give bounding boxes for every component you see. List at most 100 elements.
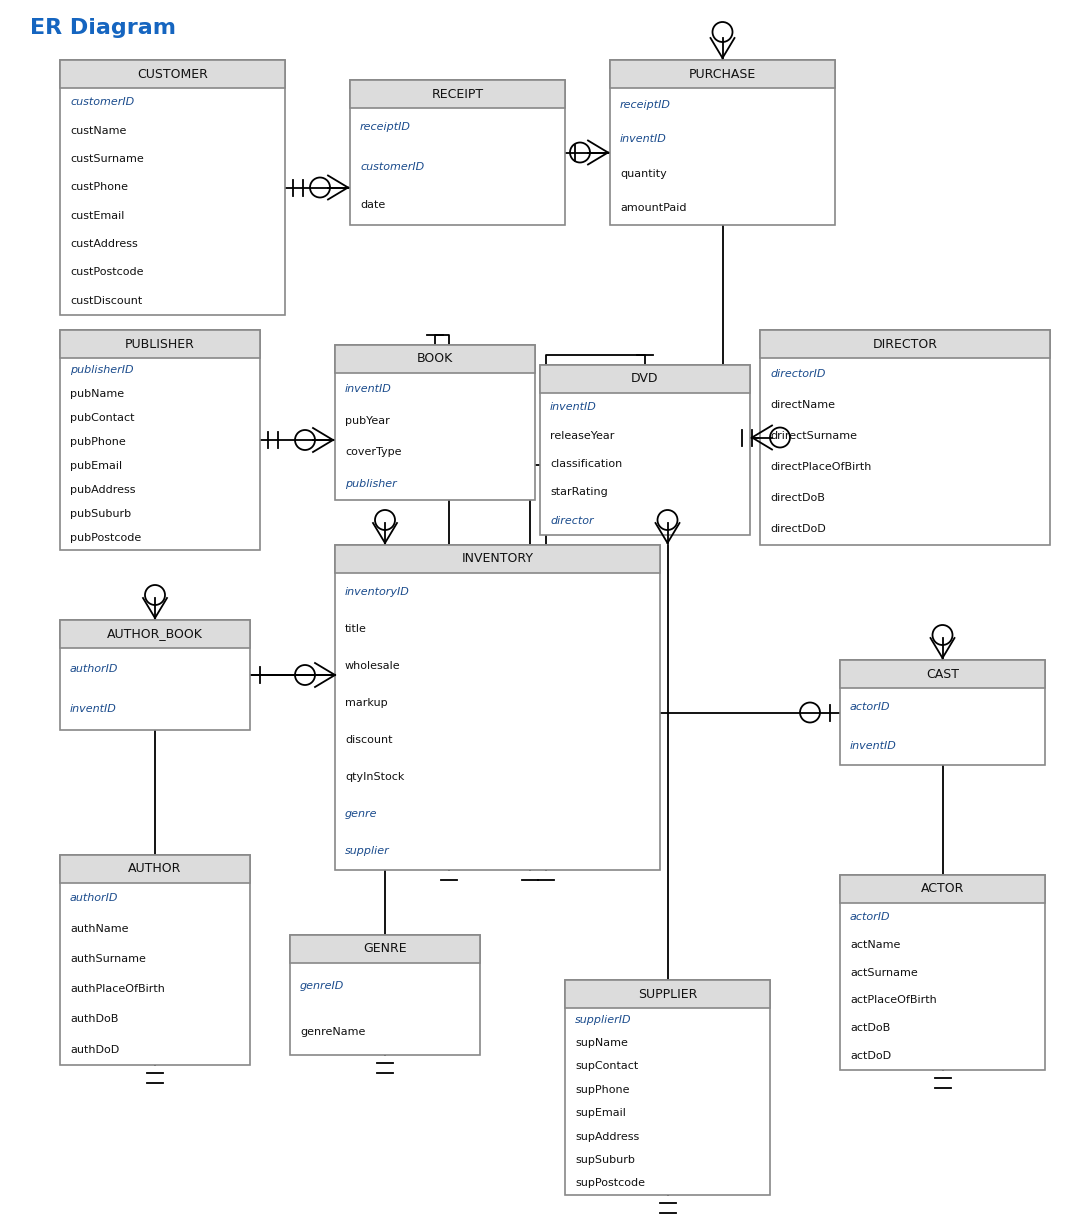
- Text: custPostcode: custPostcode: [70, 267, 143, 278]
- Text: actSurname: actSurname: [850, 968, 918, 978]
- Text: supEmail: supEmail: [575, 1108, 626, 1119]
- Bar: [760, 330, 1050, 357]
- Text: markup: markup: [345, 698, 387, 707]
- Text: genreID: genreID: [300, 980, 344, 991]
- Text: pubContact: pubContact: [70, 412, 134, 424]
- Text: BOOK: BOOK: [416, 353, 453, 366]
- Text: supName: supName: [575, 1038, 628, 1048]
- Text: SUPPLIER: SUPPLIER: [638, 988, 697, 1000]
- Bar: [350, 80, 565, 225]
- Bar: [335, 545, 660, 573]
- Text: actName: actName: [850, 940, 901, 950]
- Text: receiptID: receiptID: [620, 100, 671, 110]
- Text: ACTOR: ACTOR: [921, 883, 964, 896]
- Text: supPhone: supPhone: [575, 1084, 629, 1094]
- Text: directPlaceOfBirth: directPlaceOfBirth: [770, 463, 872, 472]
- Text: amountPaid: amountPaid: [620, 203, 686, 213]
- Text: actDoD: actDoD: [850, 1051, 891, 1061]
- Text: pubPostcode: pubPostcode: [70, 532, 141, 543]
- Text: pubYear: pubYear: [345, 416, 390, 426]
- Text: directDoB: directDoB: [770, 493, 825, 503]
- Text: inventID: inventID: [345, 384, 392, 394]
- Text: supAddress: supAddress: [575, 1131, 639, 1142]
- Text: custDiscount: custDiscount: [70, 296, 142, 306]
- Bar: [565, 980, 770, 1009]
- Text: supContact: supContact: [575, 1061, 638, 1071]
- Bar: [335, 545, 660, 870]
- Text: custName: custName: [70, 126, 126, 136]
- Text: drirectSurname: drirectSurname: [770, 431, 856, 441]
- Bar: [540, 365, 750, 393]
- Bar: [350, 80, 565, 108]
- Text: authName: authName: [70, 923, 128, 934]
- Bar: [291, 935, 480, 963]
- Text: CAST: CAST: [926, 667, 959, 681]
- Text: actorID: actorID: [850, 703, 891, 712]
- Text: supPostcode: supPostcode: [575, 1179, 645, 1189]
- Text: customerID: customerID: [70, 97, 134, 108]
- Bar: [610, 60, 835, 88]
- Bar: [840, 875, 1045, 1070]
- Text: authDoB: authDoB: [70, 1015, 118, 1024]
- Bar: [60, 330, 260, 550]
- Bar: [610, 60, 835, 225]
- Bar: [565, 980, 770, 1195]
- Bar: [60, 856, 250, 883]
- Text: DVD: DVD: [632, 372, 659, 386]
- Text: inventID: inventID: [70, 705, 117, 715]
- Text: classification: classification: [550, 459, 622, 469]
- Text: pubSuburb: pubSuburb: [70, 509, 131, 519]
- Bar: [335, 345, 535, 499]
- Bar: [840, 660, 1045, 688]
- Text: publisherID: publisherID: [70, 365, 133, 375]
- Text: pubAddress: pubAddress: [70, 485, 136, 494]
- Text: qtyInStock: qtyInStock: [345, 772, 405, 782]
- Text: RECEIPT: RECEIPT: [431, 87, 483, 100]
- Text: inventID: inventID: [550, 403, 597, 412]
- Text: authDoD: authDoD: [70, 1045, 119, 1055]
- Text: authorID: authorID: [70, 894, 118, 903]
- Text: title: title: [345, 624, 367, 634]
- Text: DIRECTOR: DIRECTOR: [873, 338, 937, 350]
- Text: inventID: inventID: [620, 135, 667, 144]
- Text: supSuburb: supSuburb: [575, 1155, 635, 1165]
- Text: publisher: publisher: [345, 479, 397, 490]
- Text: inventoryID: inventoryID: [345, 586, 410, 596]
- Text: actorID: actorID: [850, 912, 891, 922]
- Bar: [540, 365, 750, 535]
- Text: date: date: [360, 201, 385, 211]
- Text: starRating: starRating: [550, 487, 608, 497]
- Text: directorID: directorID: [770, 368, 825, 378]
- Text: wholesale: wholesale: [345, 661, 400, 671]
- Text: genreName: genreName: [300, 1027, 366, 1037]
- Text: inventID: inventID: [850, 741, 897, 750]
- Bar: [60, 60, 285, 88]
- Text: supplierID: supplierID: [575, 1015, 632, 1024]
- Bar: [291, 935, 480, 1055]
- Text: custSurname: custSurname: [70, 154, 144, 164]
- Text: pubName: pubName: [70, 389, 124, 399]
- Text: releaseYear: releaseYear: [550, 431, 614, 441]
- Text: supplier: supplier: [345, 847, 390, 857]
- Text: custPhone: custPhone: [70, 182, 128, 192]
- Text: pubEmail: pubEmail: [70, 461, 122, 471]
- Bar: [60, 330, 260, 357]
- Text: custAddress: custAddress: [70, 239, 138, 248]
- Text: director: director: [550, 515, 594, 526]
- Bar: [840, 875, 1045, 903]
- Text: AUTHOR_BOOK: AUTHOR_BOOK: [108, 628, 203, 640]
- Text: AUTHOR: AUTHOR: [128, 863, 182, 875]
- Bar: [60, 621, 250, 647]
- Text: discount: discount: [345, 736, 393, 745]
- Text: custEmail: custEmail: [70, 211, 125, 220]
- Text: authPlaceOfBirth: authPlaceOfBirth: [70, 984, 165, 994]
- Text: actDoB: actDoB: [850, 1023, 890, 1033]
- Text: directDoD: directDoD: [770, 524, 825, 535]
- Bar: [60, 621, 250, 730]
- Bar: [60, 856, 250, 1065]
- Text: receiptID: receiptID: [360, 122, 411, 132]
- Text: CUSTOMER: CUSTOMER: [137, 67, 208, 81]
- Text: PURCHASE: PURCHASE: [689, 67, 756, 81]
- Text: authorID: authorID: [70, 663, 118, 673]
- Bar: [840, 660, 1045, 765]
